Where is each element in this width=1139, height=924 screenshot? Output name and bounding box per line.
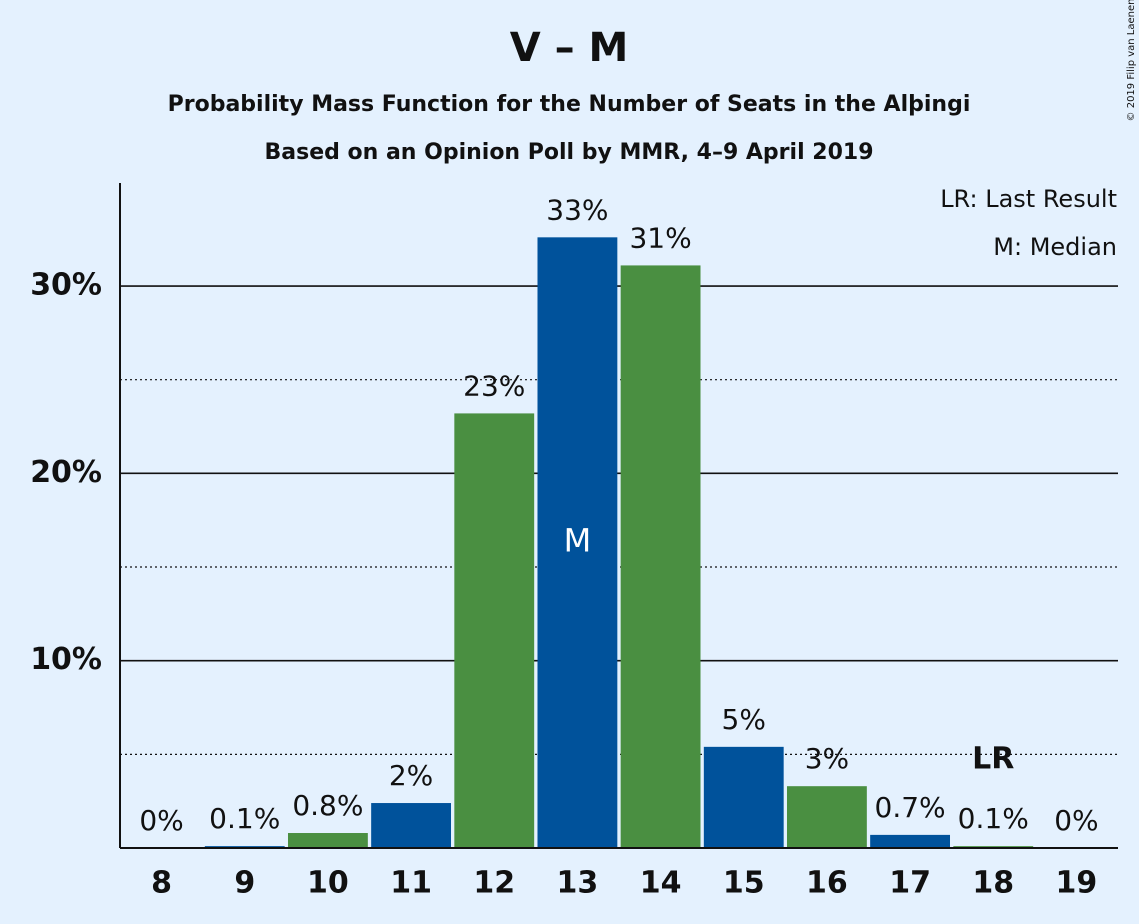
value-label: 5%: [722, 703, 766, 736]
legend-entry: LR: Last Result: [940, 185, 1117, 213]
x-tick-label: 19: [1056, 866, 1098, 901]
bar: [371, 803, 452, 848]
y-tick-label: 10%: [30, 642, 102, 677]
x-tick-label: 8: [151, 866, 172, 901]
x-tick-label: 10: [307, 866, 349, 901]
bar: [287, 833, 368, 848]
value-label: 23%: [463, 369, 525, 402]
bar: [537, 237, 618, 848]
value-label: 33%: [546, 193, 608, 226]
x-tick-label: 9: [234, 866, 255, 901]
chart-title: V – M: [510, 25, 629, 71]
median-marker: M: [564, 522, 592, 560]
bar: [870, 834, 951, 848]
bar: [703, 746, 784, 848]
value-label: 0.1%: [958, 802, 1029, 835]
value-label: 0%: [1054, 804, 1098, 837]
x-tick-label: 11: [390, 866, 432, 901]
x-tick-label: 12: [473, 866, 515, 901]
chart-subtitle: Probability Mass Function for the Number…: [168, 92, 971, 117]
bar: [786, 786, 867, 848]
value-label: 0.1%: [209, 802, 280, 835]
x-tick-label: 15: [723, 866, 765, 901]
value-label: 0%: [139, 804, 183, 837]
value-label: 2%: [389, 759, 433, 792]
legend-entry: M: Median: [993, 233, 1117, 261]
bar: [454, 413, 535, 848]
x-tick-label: 13: [557, 866, 599, 901]
copyright: © 2019 Filip van Laenen: [1126, 0, 1137, 121]
x-tick-label: 14: [640, 866, 682, 901]
last-result-marker: LR: [972, 742, 1014, 777]
x-tick-label: 18: [972, 866, 1014, 901]
chart-subtitle: Based on an Opinion Poll by MMR, 4–9 Apr…: [264, 140, 873, 165]
value-label: 3%: [805, 742, 849, 775]
value-label: 0.8%: [292, 789, 363, 822]
value-label: 31%: [629, 221, 691, 254]
value-label: 0.7%: [875, 791, 946, 824]
y-tick-label: 20%: [30, 455, 102, 490]
x-tick-label: 17: [889, 866, 931, 901]
y-tick-label: 30%: [30, 268, 102, 303]
x-tick-label: 16: [806, 866, 848, 901]
bar: [620, 265, 701, 848]
